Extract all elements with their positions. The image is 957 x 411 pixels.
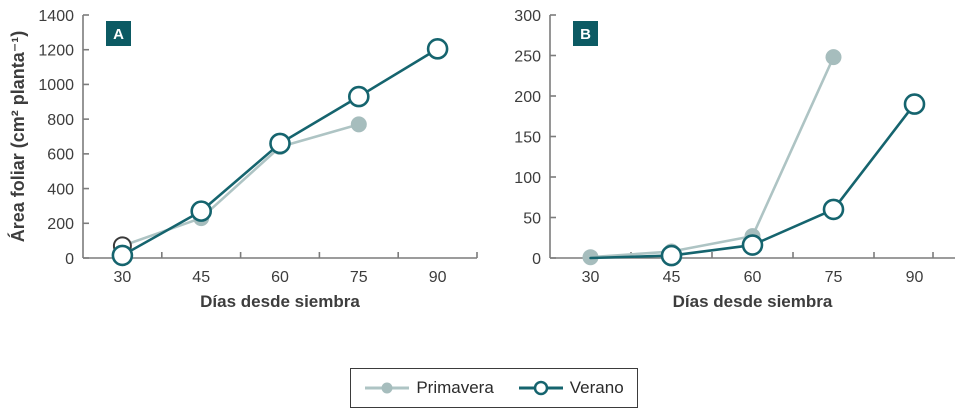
y-tick-label: 1000 — [38, 77, 74, 94]
data-point-verano — [903, 93, 926, 115]
data-point-verano — [741, 234, 764, 256]
y-tick-label: 400 — [47, 181, 74, 198]
x-tick-label: 45 — [192, 269, 210, 286]
panel-label: B — [580, 26, 591, 43]
panel-a: 0 200 400 600 800 1000 1200 1400 30 45 60 75 90 Días … — [7, 8, 478, 311]
y-tick-label: 150 — [514, 129, 541, 146]
x-tick-label: 75 — [350, 269, 368, 286]
y-axis-title: Área foliar (cm² planta⁻¹) — [7, 31, 28, 243]
x-tick-label: 60 — [744, 269, 762, 286]
legend: Primavera Verano — [350, 368, 638, 408]
y-tick-label: 0 — [65, 251, 74, 268]
data-point-verano — [660, 244, 683, 267]
data-point-verano — [426, 38, 449, 60]
legend-label: Primavera — [416, 378, 494, 397]
panel-b: 0 50 100 150 200 250 300 30 45 60 75 90 Días desde s… — [514, 8, 955, 311]
open-circle-icon — [518, 380, 563, 396]
data-point-verano — [822, 198, 845, 221]
data-point-verano — [190, 200, 212, 222]
legend-marker — [533, 380, 549, 396]
legend-marker — [381, 382, 393, 394]
panel-label-badge — [573, 21, 598, 46]
panel-label: A — [113, 26, 124, 43]
y-tick-label: 50 — [523, 210, 541, 227]
legend-item-verano: Verano — [518, 378, 624, 398]
y-tick-label: 0 — [532, 251, 541, 268]
y-tick-label: 200 — [47, 216, 74, 233]
y-tick-label: 200 — [514, 89, 541, 106]
y-tick-label: 100 — [514, 170, 541, 187]
y-tick-label: 1400 — [38, 8, 74, 25]
panel-label-badge — [106, 21, 131, 46]
x-tick-label: 90 — [906, 269, 924, 286]
data-point-primavera — [350, 116, 367, 133]
filled-circle-icon — [365, 382, 410, 394]
legend-item-primavera: Primavera — [364, 378, 494, 398]
x-tick-label: 45 — [663, 269, 681, 286]
x-tick-label: 30 — [582, 269, 600, 286]
x-tick-label: 75 — [825, 269, 843, 286]
y-tick-label: 800 — [47, 112, 74, 129]
y-tick-label: 1200 — [38, 42, 74, 59]
y-tick-label: 300 — [514, 8, 541, 25]
y-tick-label: 600 — [47, 147, 74, 164]
x-tick-label: 60 — [271, 269, 289, 286]
series-line-primavera — [121, 123, 361, 248]
x-axis-title: Días desde siembra — [673, 292, 833, 311]
data-point-verano — [269, 132, 291, 155]
data-point-verano — [111, 244, 134, 267]
x-tick-label: 30 — [114, 269, 132, 286]
data-point-verano — [347, 85, 370, 108]
x-axis-title: Días desde siembra — [200, 292, 360, 311]
legend-label: Verano — [569, 378, 624, 397]
x-tick-label: 90 — [429, 269, 447, 286]
data-point-primavera — [825, 49, 842, 66]
y-tick-label: 250 — [514, 48, 541, 65]
series-line-primavera — [589, 55, 835, 259]
